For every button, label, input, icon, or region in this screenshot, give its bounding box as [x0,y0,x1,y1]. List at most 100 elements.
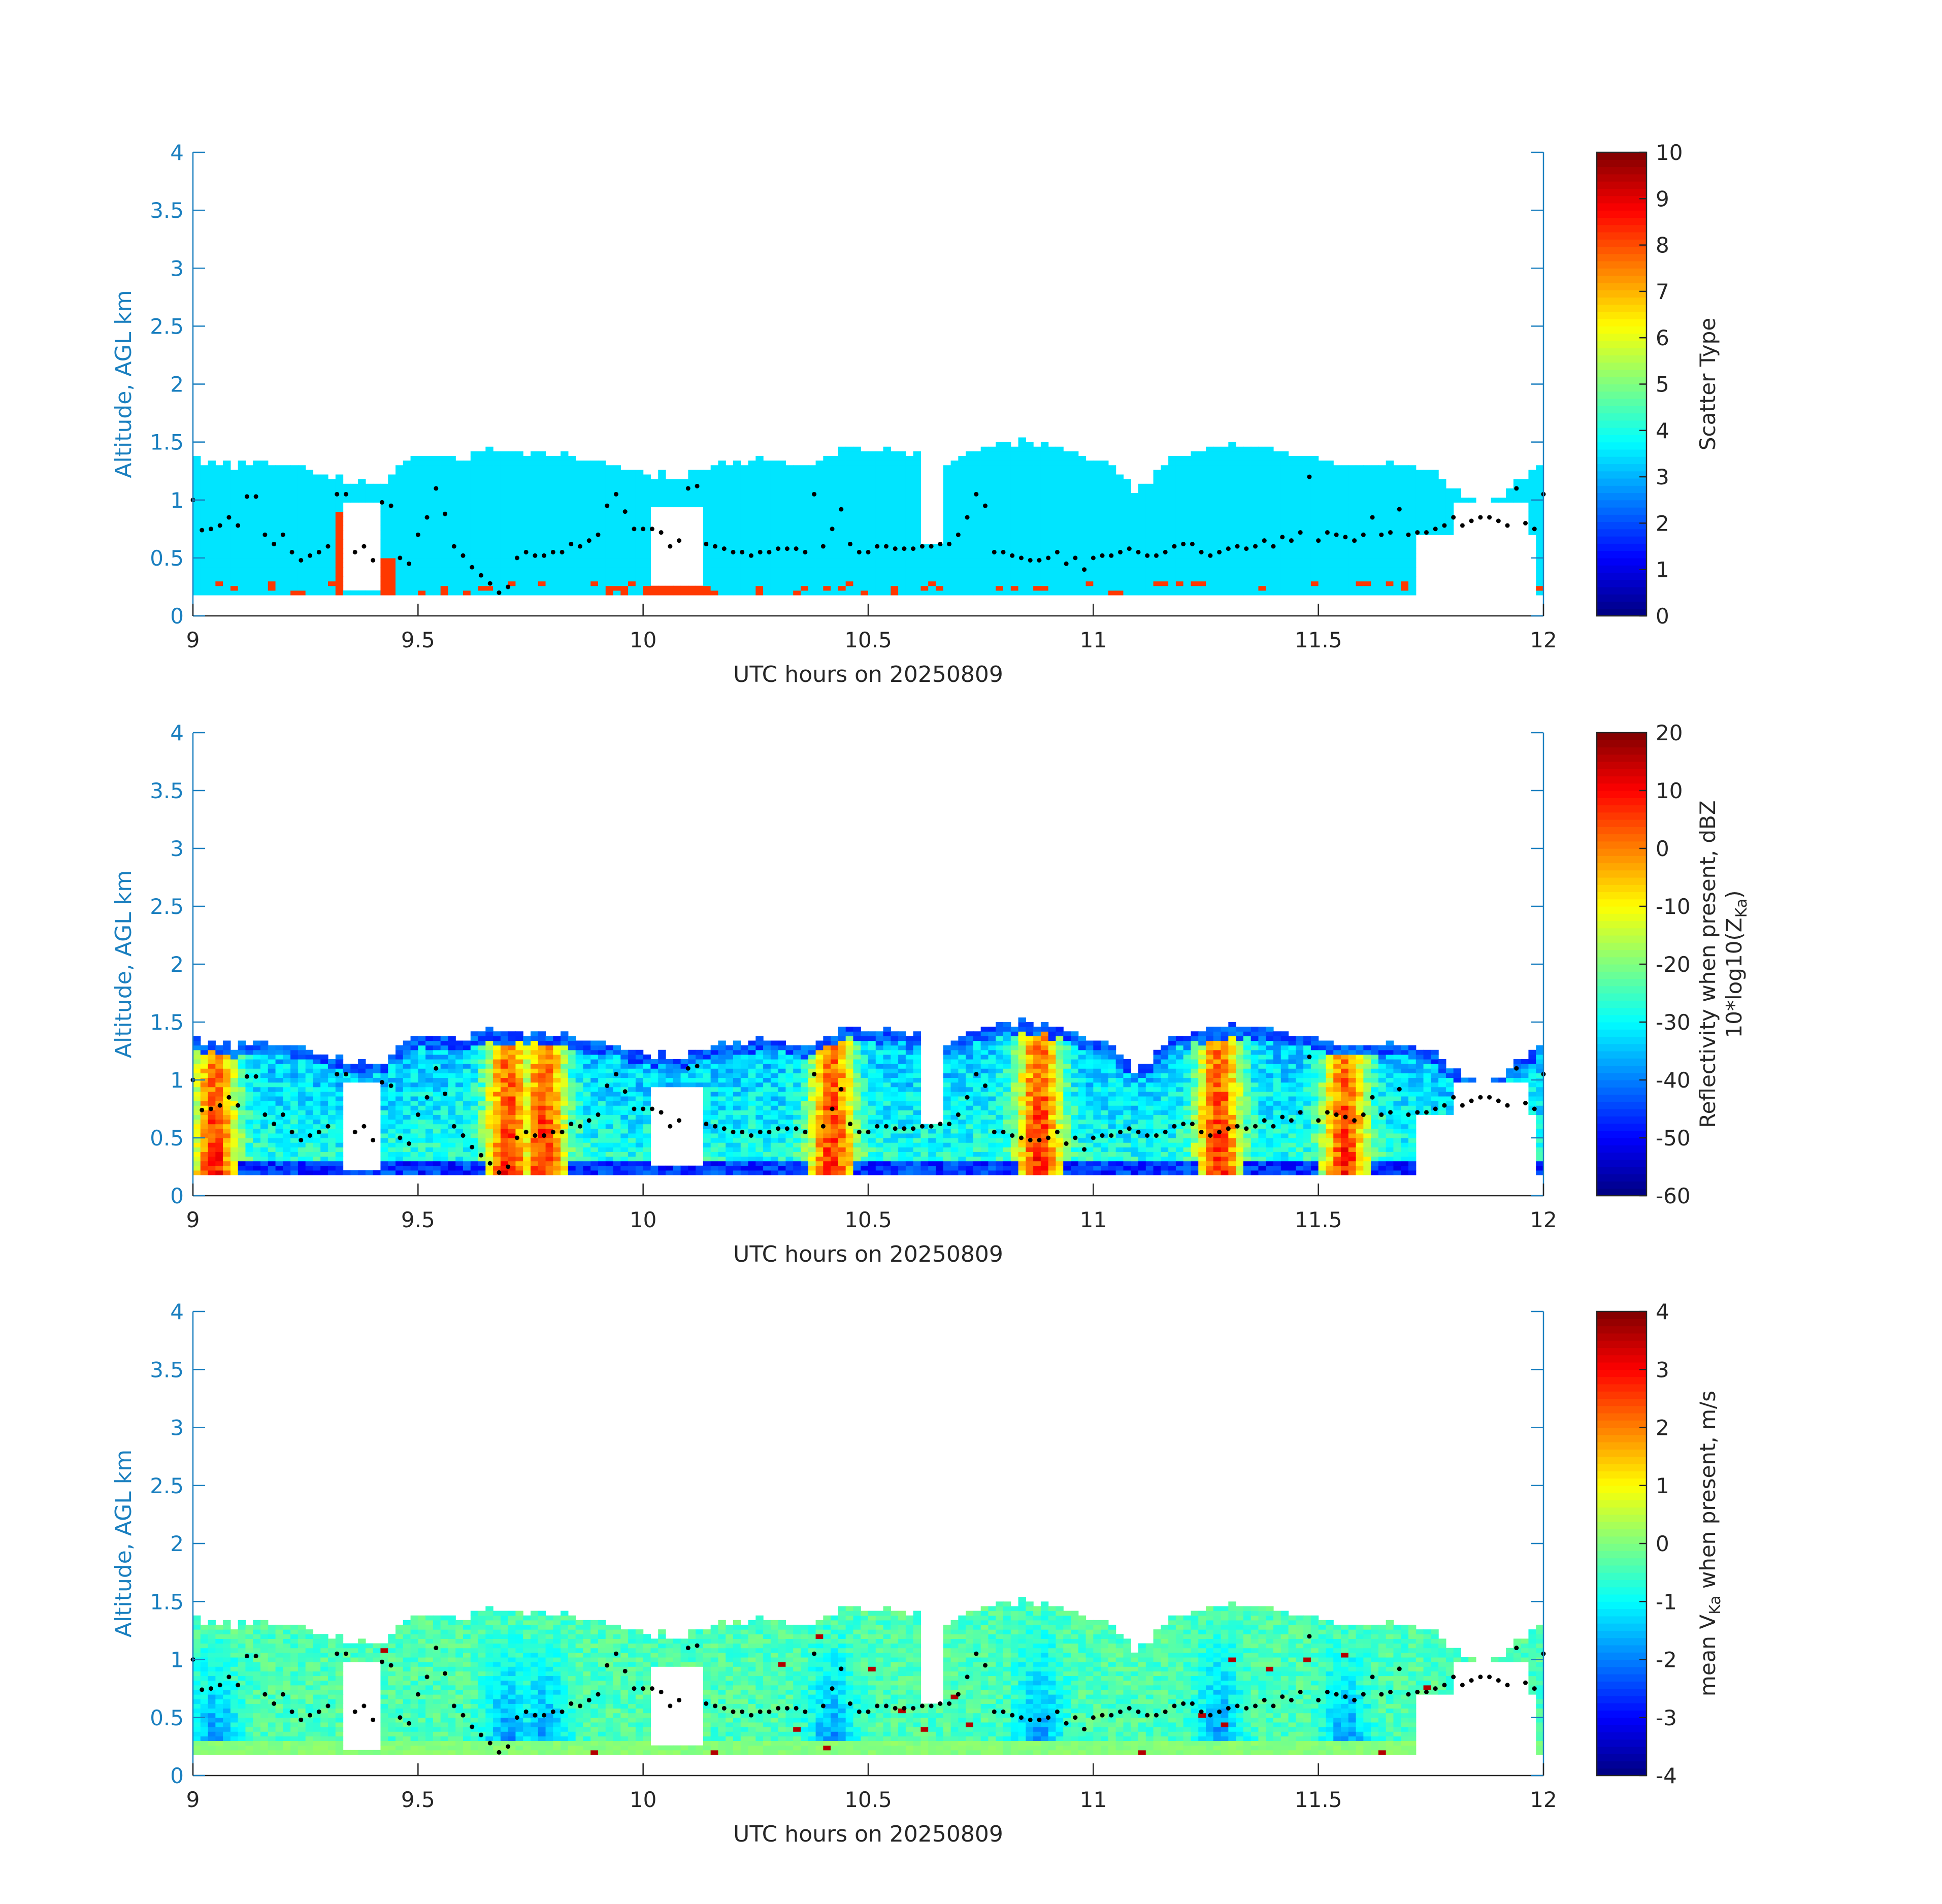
heatmap-cell [215,539,223,545]
data-point [974,491,979,497]
heatmap-cell [710,470,719,475]
heatmap-cell [605,563,614,568]
heatmap-cell [1221,520,1229,526]
data-point [713,544,718,549]
heatmap-cell [1416,507,1424,512]
heatmap-cell [1243,451,1252,456]
heatmap-cell [1303,530,1311,535]
heatmap-cell [838,557,846,563]
heatmap-cell [1371,474,1379,480]
heatmap-cell [1213,451,1222,456]
heatmap-cell [875,493,884,498]
heatmap-cell [905,474,914,480]
heatmap-cell [1356,465,1364,470]
heatmap-cell [1401,483,1409,489]
heatmap-cell [950,544,959,549]
heatmap-cell [1175,461,1184,466]
colorbar-step [1597,493,1647,501]
data-point [596,532,601,537]
heatmap-cell [590,470,599,475]
heatmap-cell [538,507,546,512]
data-point [388,503,393,508]
heatmap-cell [1445,493,1454,498]
heatmap-cell [238,539,246,545]
heatmap-cell [1056,576,1064,582]
heatmap-cell [598,535,606,540]
heatmap-cell [268,516,276,521]
heatmap-cell [1198,479,1206,484]
heatmap-cell [358,493,366,498]
heatmap-cell [328,507,336,512]
heatmap-cell [215,1156,223,1162]
heatmap-cell [1258,553,1266,559]
heatmap-cell [1266,530,1274,535]
heatmap-cell [793,590,801,596]
heatmap-cell [973,488,981,494]
heatmap-cell [1138,530,1146,535]
heatmap-cell [1386,516,1394,521]
heatmap-cell [1258,483,1266,489]
heatmap-cell [1266,474,1274,480]
heatmap-cell [1288,465,1296,470]
heatmap-cell [1198,563,1206,568]
heatmap-cell [380,557,388,563]
heatmap-cell [478,563,486,568]
heatmap-cell [545,590,553,596]
heatmap-cell [298,585,306,591]
heatmap-cell [831,539,839,545]
heatmap-cell [1228,553,1236,559]
heatmap-cell [598,465,606,470]
heatmap-cell [1221,474,1229,480]
heatmap-cell [575,539,584,545]
heatmap-cell [1250,567,1259,572]
heatmap-cell [1206,446,1214,452]
heatmap-cell [305,502,314,508]
heatmap-cell [1348,590,1357,596]
heatmap-cell [485,516,493,521]
heatmap-cell [973,465,981,470]
heatmap-cell [208,567,216,572]
colorbar-step [1597,326,1647,334]
heatmap-cell [1018,544,1026,549]
heatmap-cell [583,572,591,577]
heatmap-cell [1296,470,1304,475]
heatmap-cell [1123,581,1131,586]
heatmap-cell [561,502,569,508]
heatmap-cell [943,590,951,596]
heatmap-cell [1378,474,1387,480]
heatmap-cell [1123,572,1131,577]
heatmap-cell [913,493,921,498]
heatmap-cell [1280,525,1289,531]
heatmap-cell [380,502,388,508]
heatmap-cell [500,451,509,456]
heatmap-cell [1093,465,1101,470]
heatmap-cell [230,572,239,577]
heatmap-cell [823,511,831,517]
heatmap-cell [943,530,951,535]
heatmap-cell [223,507,231,512]
heatmap-cell [245,530,253,535]
heatmap-cell [1378,520,1387,526]
heatmap-cell [598,493,606,498]
heatmap-cell [328,535,336,540]
heatmap-cell [891,507,899,512]
heatmap-cell [988,451,996,456]
heatmap-cell [1071,483,1079,489]
heatmap-cell [966,451,974,456]
heatmap-cell [1183,544,1192,549]
heatmap-cell [1318,511,1327,517]
heatmap-cell [831,544,839,549]
heatmap-cell [523,479,531,484]
heatmap-cell [583,530,591,535]
heatmap-cell [208,548,216,554]
heatmap-cell [823,516,831,521]
heatmap-cell [396,502,404,508]
heatmap-cell [200,1082,209,1088]
heatmap-cell [1506,493,1514,498]
heatmap-cell [1318,572,1327,577]
heatmap-cell [1228,590,1236,596]
heatmap-cell [861,511,869,517]
heatmap-cell [283,525,291,531]
heatmap-cell [726,488,734,494]
heatmap-cell [808,493,816,498]
